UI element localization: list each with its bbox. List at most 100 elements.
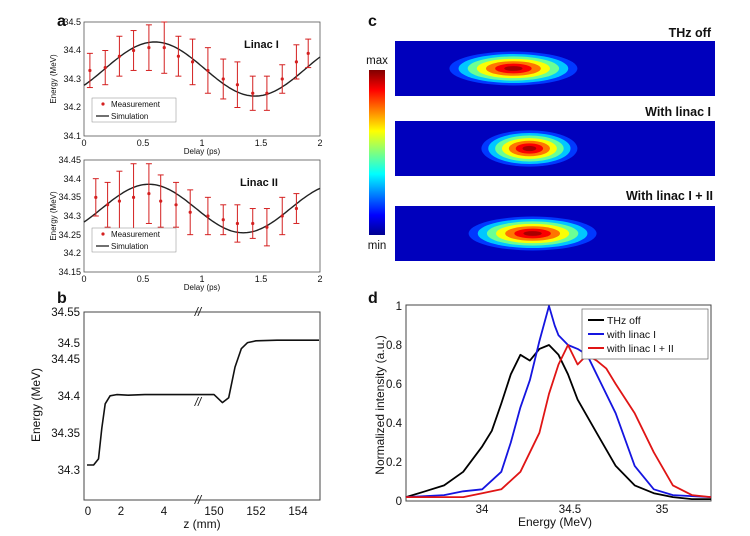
y-tick-labels: 0 0.2 0.4 0.6 0.8 1	[386, 301, 403, 508]
measurement-point	[235, 221, 239, 226]
y-tick-label: 34.1	[63, 131, 81, 141]
measurement-point	[206, 214, 210, 218]
panel-label-b: b	[57, 290, 67, 307]
measurement-point	[251, 91, 255, 95]
measurement-point	[265, 225, 269, 229]
y-tick-label: 34.4	[58, 391, 81, 403]
x-axis-label: Energy (MeV)	[518, 515, 592, 529]
image-label-with-linac-i-ii: With linac I + II	[626, 189, 713, 203]
legend-box	[91, 97, 177, 123]
measurement-point	[174, 203, 178, 207]
measurement-point	[235, 83, 239, 87]
measurement-point	[159, 199, 163, 203]
y-axis-label: Normalized intensity (a.u.)	[373, 335, 387, 474]
plot-frame	[83, 159, 321, 273]
plot-frame	[83, 311, 321, 501]
heatmap-level	[523, 231, 542, 236]
measurement-point	[294, 206, 298, 211]
x-tick-label: 1.5	[255, 274, 268, 284]
axis-break-mark: //	[194, 397, 203, 409]
chart-c: max min THz off With linac I With linac …	[366, 26, 715, 261]
y-tick-label: 0	[396, 496, 402, 508]
plot-frame	[83, 21, 321, 137]
energy-curve	[87, 339, 319, 466]
x-tick-label: 35	[656, 504, 669, 516]
chart-a-bottom: 0 0.5 1 1.5 2 34.15 34.2 34.25 34.3 34.3…	[49, 155, 323, 292]
x-tick-label: 34	[476, 504, 489, 516]
measurement-point	[221, 218, 225, 222]
x-tick-label: 2	[118, 506, 124, 518]
measurement-point	[117, 199, 121, 203]
measurement-point	[251, 221, 255, 226]
x-tick-label: 2	[317, 138, 322, 148]
y-tick-label: 34.4	[63, 45, 81, 55]
x-tick-label: 0.5	[137, 138, 150, 148]
plot-area	[405, 305, 712, 500]
legend-marker-measurement	[101, 102, 105, 106]
x-axis-label: z (mm)	[183, 517, 220, 531]
x-tick-label: 0	[81, 274, 86, 284]
panel-label-d: d	[368, 290, 378, 307]
chart-d: 34 34.5 35 0 0.2 0.4 0.6 0.8 1 Energy (M…	[373, 301, 712, 529]
image-label-with-linac-i: With linac I	[645, 105, 711, 119]
y-tick-label: 34.5	[63, 17, 81, 27]
measurement-point	[131, 48, 136, 53]
measurement-point	[147, 46, 151, 50]
measurement-point	[162, 46, 166, 50]
y-tick-label: 34.35	[51, 428, 80, 440]
y-tick-label: 0.4	[386, 418, 403, 430]
y-tick-label: 34.5	[58, 338, 80, 350]
x-tick-label: 152	[246, 506, 265, 518]
y-tick-labels: 34.1 34.2 34.3 34.4 34.5	[63, 17, 81, 141]
x-tick-label: 0	[85, 506, 91, 518]
x-tick-labels: 0 0.5 1 1.5 2	[81, 138, 322, 148]
y-axis-label: Energy (MeV)	[29, 368, 43, 442]
y-tick-label: 34.3	[63, 211, 81, 221]
y-axis-label: Energy (MeV)	[49, 191, 58, 241]
y-tick-labels: 34.3 34.35 34.4 34.45 34.5 34.55	[51, 307, 80, 477]
measurement-point	[280, 214, 284, 218]
measurement-point	[106, 203, 110, 207]
x-axis-label: Delay (ps)	[184, 283, 221, 292]
x-tick-label: 154	[288, 506, 308, 518]
heatmap-level	[522, 145, 537, 152]
measurement-point	[280, 77, 284, 81]
panel-label-a: a	[57, 13, 66, 30]
colorbar-max-label: max	[366, 55, 388, 67]
x-tick-label: 0.5	[137, 274, 150, 284]
measurement-point	[88, 68, 92, 73]
axis-break-mark: //	[194, 307, 203, 319]
measurement-point	[188, 210, 192, 214]
measurement-point	[103, 66, 107, 70]
heatmap-images	[395, 41, 715, 261]
y-axis-label: Energy (MeV)	[49, 54, 58, 104]
y-tick-label: 1	[396, 301, 402, 313]
legend-label-thz-off: THz off	[607, 315, 641, 327]
plot-area	[87, 339, 319, 466]
y-tick-label: 0.6	[386, 379, 402, 391]
measurement-point	[206, 68, 210, 73]
measurement-point	[221, 77, 225, 81]
x-axis-label: Delay (ps)	[184, 147, 221, 156]
y-tick-label: 34.55	[51, 307, 80, 319]
x-tick-label: 34.5	[559, 504, 581, 516]
measurement-point	[190, 60, 195, 64]
image-label-thz-off: THz off	[669, 26, 712, 40]
spectrum-line-with-linac-i-ii	[406, 344, 712, 498]
x-tick-label: 1	[199, 138, 204, 148]
measurement-point	[176, 54, 180, 58]
y-tick-label: 34.45	[58, 155, 81, 165]
plot-area	[83, 163, 321, 247]
y-tick-label: 34.2	[63, 102, 81, 112]
x-tick-label: 0	[81, 138, 86, 148]
legend-box	[91, 227, 177, 253]
x-tick-label: 1.5	[255, 138, 268, 148]
y-tick-label: 34.35	[58, 192, 81, 202]
y-tick-label: 34.3	[58, 465, 80, 477]
measurement-point	[131, 195, 136, 199]
axis-break-mark: //	[194, 495, 203, 507]
x-tick-label: 1	[199, 274, 204, 284]
legend: Measurement Simulation	[91, 227, 177, 253]
legend-label-simulation: Simulation	[111, 242, 148, 251]
